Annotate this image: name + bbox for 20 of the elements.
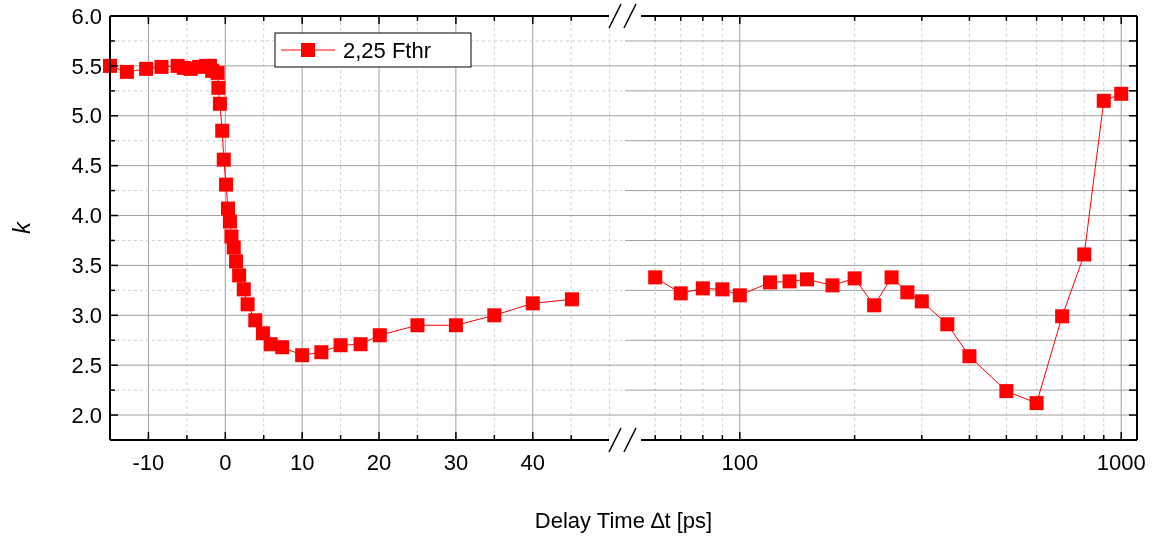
x-tick-label: 30 [443,450,469,475]
x-tick-label: 20 [366,450,392,475]
x-tick-label: 40 [520,450,545,475]
x-tick-label: -10 [132,450,165,475]
y-tick-label: 4.5 [71,153,102,179]
x-tick-label: 10 [289,450,315,475]
y-tick-label: 4.0 [71,203,102,229]
y-tick-label: 3.0 [71,302,102,328]
y-tick-label: 5.0 [71,103,102,129]
y-tick-label: 6.0 [71,3,102,29]
x-axis-title: Delay Time ∆t [ps] [534,508,713,533]
y-tick-label: 2.0 [71,402,102,428]
y-tick-label: 3.5 [71,253,102,279]
legend-label: 2,25 Fthr [343,37,432,63]
x-tick-label: 0 [219,450,232,475]
x-tick-label: 100 [721,450,759,475]
y-tick-label: 5.5 [71,53,102,79]
y-axis-title: k [8,220,35,234]
x-tick-label: 1000 [1096,450,1146,475]
y-tick-label: 2.5 [71,352,102,378]
